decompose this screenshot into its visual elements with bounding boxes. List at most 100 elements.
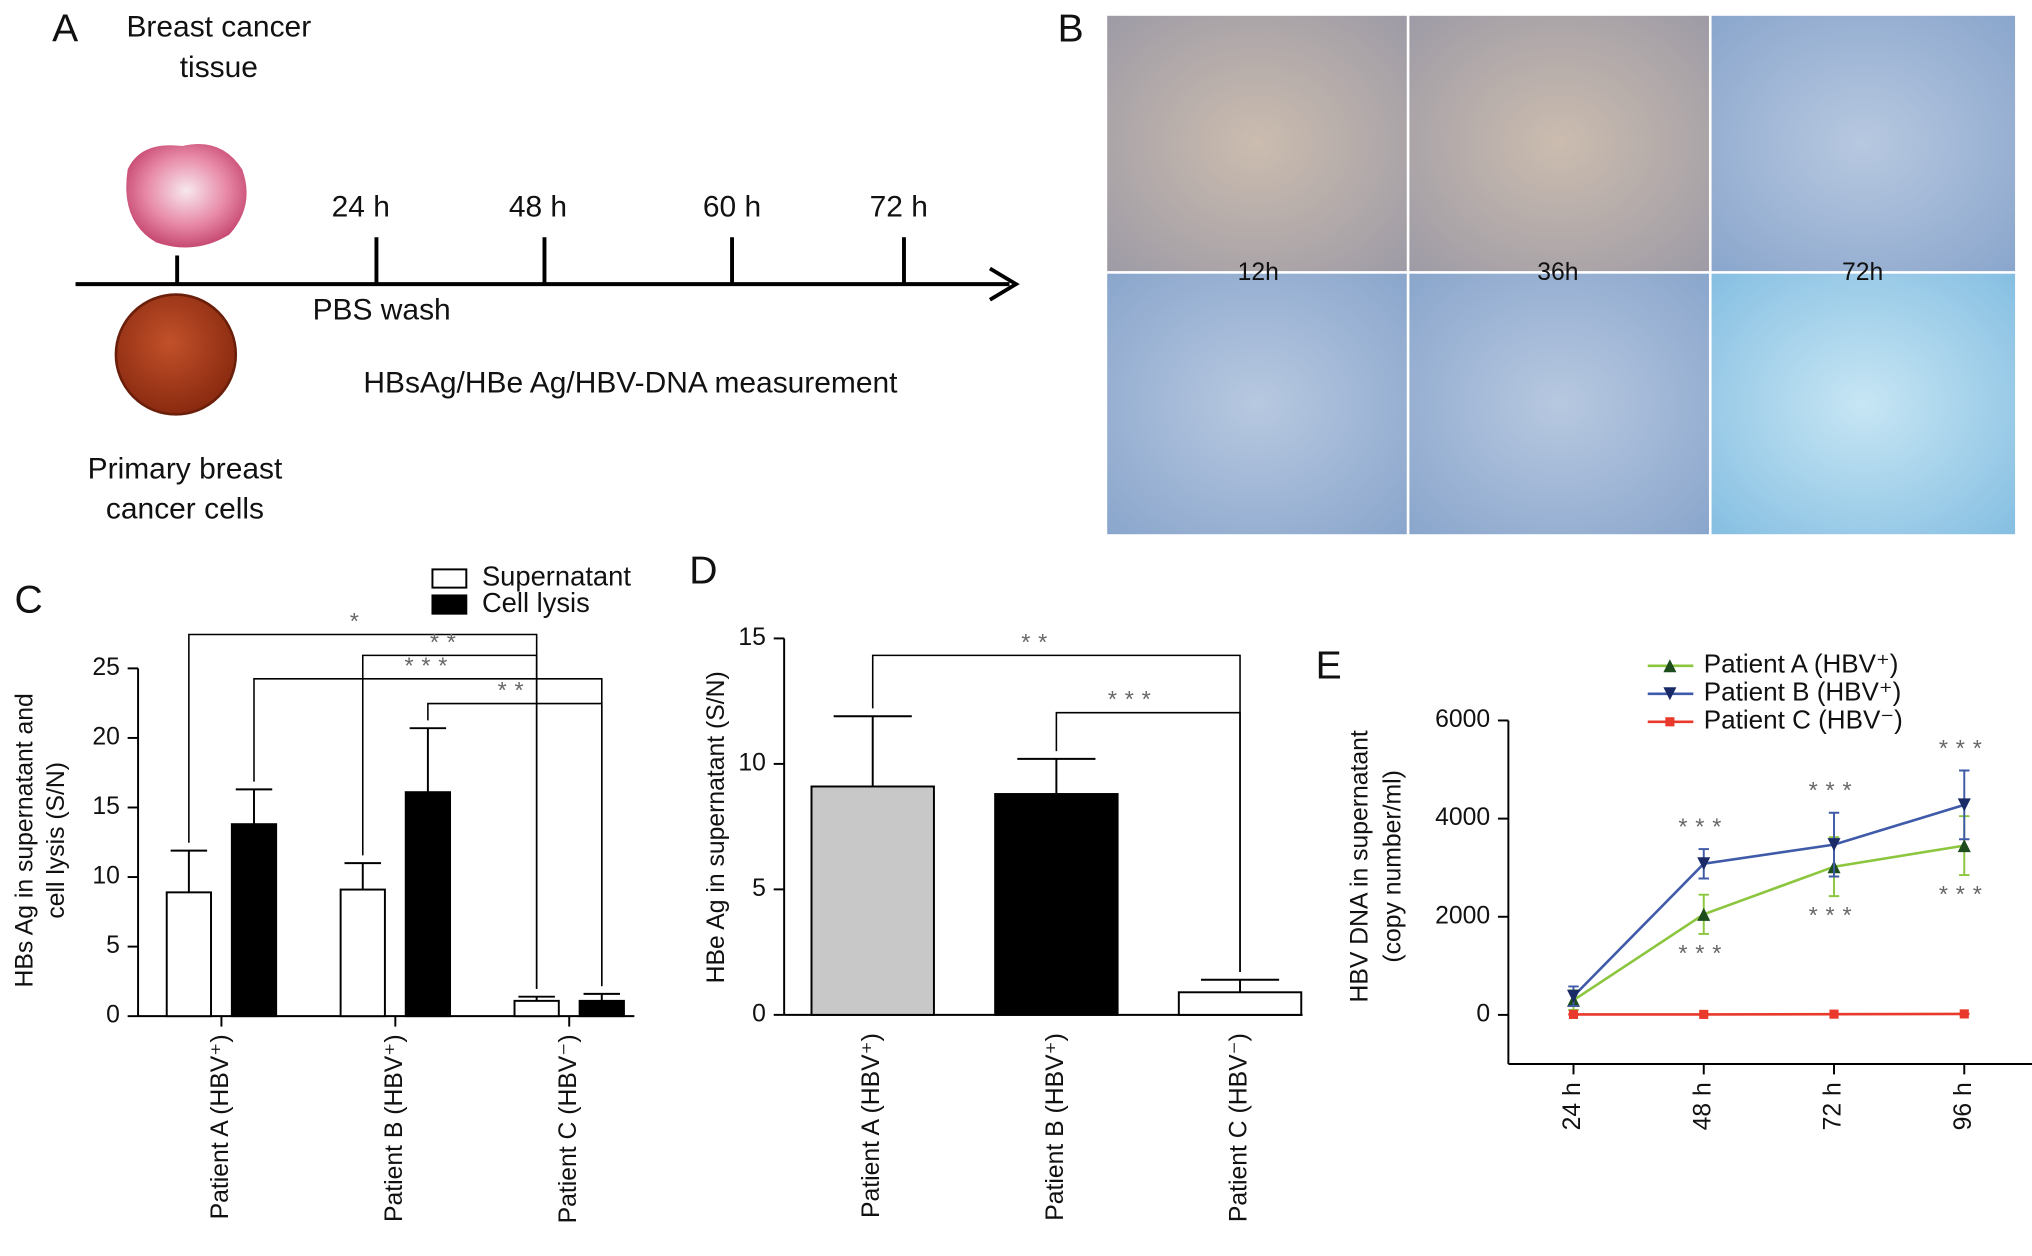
time-label: 36h [1537,259,1578,286]
point [1829,1009,1839,1019]
significance-label: ** [430,629,464,655]
bar [339,888,386,1018]
legend-label: Supernatant [482,561,631,592]
significance-label: ** [1021,629,1055,655]
point [1827,838,1841,852]
significance-label: *** [404,652,455,678]
error-bar [344,862,381,890]
y-tick-label: 5 [106,932,120,959]
cells-label: Primary breast [88,452,283,485]
y-tick-label: 0 [752,1000,766,1027]
y-axis-title: (copy number/ml) [1379,770,1406,962]
bar [404,791,452,1018]
y-tick-label: 5 [752,875,766,902]
point [1566,989,1581,1003]
point [1697,907,1711,921]
time-label: 72 h [870,190,928,223]
bar [513,999,560,1018]
panel-letter: C [15,578,43,621]
significance-label: *** [1809,902,1860,928]
point [1697,857,1711,871]
y-tick-label: 10 [738,749,766,776]
panel-letter: E [1316,645,1342,688]
dish-image [114,293,238,416]
error-bar [170,849,208,893]
error-bar [1200,978,1280,993]
y-axis-title: HBs Ag in supernatant and [12,693,39,987]
x-tick-label: 96 h [1950,1082,1977,1130]
tissue-label: Breast cancer [126,11,311,44]
point [1959,1009,1969,1019]
time-label: 24 h [332,190,390,223]
measurement-label: HBsAg/HBe Ag/HBV-DNA measurement [363,366,898,399]
x-tick-label: Patient B (HBV⁺) [1042,1033,1069,1221]
series-line [1572,844,1965,1002]
time-label: 12h [1238,259,1279,286]
legend-marker [1663,659,1677,673]
y-tick-label: 20 [92,723,120,750]
bar [1177,991,1303,1016]
time-label: 48 h [509,190,567,223]
y-tick-label: 15 [92,793,120,820]
wash-label: PBS wash [313,293,451,326]
legend-label: Patient A (HBV⁺) [1704,649,1899,679]
legend-label: Patient C (HBV⁻) [1704,705,1903,735]
y-axis-title: HBe Ag in supernatant (S/N) [703,671,730,983]
error-bar [235,788,273,825]
y-tick-label: 0 [106,1002,120,1029]
x-tick-label: Patient B (HBV⁺) [381,1034,408,1222]
y-axis-title: HBV DNA in supernatant [1347,730,1374,1002]
x-tick-label: Patient A (HBV⁺) [858,1033,885,1218]
legend-marker [1663,687,1677,701]
point [1699,1009,1709,1019]
error-bar [583,992,621,1001]
series-line [1572,803,1965,998]
significance-label: *** [1678,940,1729,966]
bar [810,785,935,1016]
bar [994,793,1119,1016]
panel-letter: D [689,550,717,593]
legend-marker [1665,717,1675,727]
error-bar [409,727,447,793]
significance-label: * [350,608,367,634]
micrograph [1711,15,2016,272]
time-label: 72h [1842,259,1883,286]
y-tick-label: 0 [1476,1000,1490,1027]
point [1957,798,1971,812]
time-label: 60 h [703,190,761,223]
micrograph [1107,273,1407,535]
significance-bracket [361,654,538,989]
tissue-image [126,144,247,248]
significance-label: *** [1939,735,1990,761]
significance-bracket [1055,711,1241,972]
error-bar [833,715,912,787]
x-tick-label: 48 h [1689,1082,1716,1130]
tissue-label: tissue [180,51,258,84]
point [1957,839,1971,853]
bar [578,999,625,1018]
micrograph [1107,15,1407,272]
significance-label: *** [1678,813,1729,839]
y-tick-label: 2000 [1435,902,1490,929]
y-tick-label: 6000 [1435,706,1490,733]
significance-label: ** [498,677,532,703]
y-tick-label: 25 [92,654,120,681]
x-tick-label: 24 h [1559,1082,1586,1130]
x-tick-label: Patient C (HBV⁻) [555,1034,582,1223]
micrograph [1409,273,1709,535]
point [1568,1009,1579,1019]
legend-swatch [431,568,468,589]
y-axis-title: cell lysis (S/N) [43,762,70,919]
x-tick-label: 72 h [1820,1082,1847,1130]
error-bar [1017,757,1096,795]
panel-letter: B [1058,8,1084,51]
y-tick-label: 10 [92,863,120,890]
x-tick-label: Patient C (HBV⁻) [1226,1033,1253,1222]
bar [230,823,278,1018]
y-tick-label: 15 [738,624,766,651]
significance-bracket [427,702,603,987]
legend-swatch [431,594,468,615]
bar [165,891,212,1018]
significance-label: *** [1108,686,1159,712]
